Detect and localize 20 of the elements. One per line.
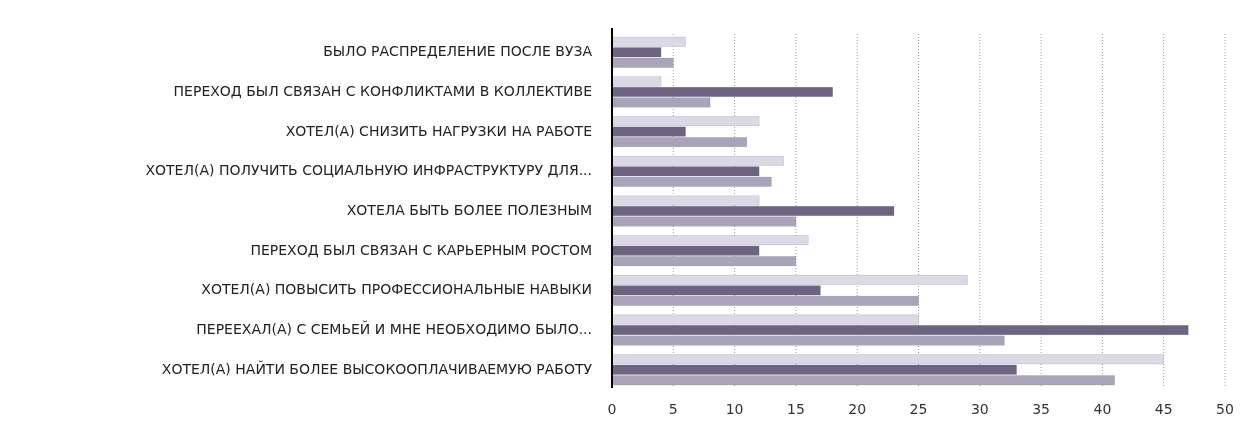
y-tick-label: ХОТЕЛ(А) ПОЛУЧИТЬ СОЦИАЛЬНУЮ ИНФРАСТРУКТУРУ ДЛЯ... [145,162,592,179]
x-tick-label: 50 [1216,401,1234,417]
x-tick-label: 20 [848,401,867,417]
y-tick-label: ПЕРЕХОД БЫЛ СВЯЗАН С КАРЬЕРНЫМ РОСТОМ [250,241,592,258]
y-tick-label: ХОТЕЛ(А) НАЙТИ БОЛЕЕ ВЫСОКООПЛАЧИВАЕМУЮ РАБОТУ [161,359,593,377]
x-tick-label: 10 [725,401,744,417]
y-tick-label: ХОТЕЛА БЫТЬ БОЛЕЕ ПОЛЕЗНЫМ [346,202,592,218]
x-tick-label: 35 [1032,401,1051,417]
y-tick-label: БЫЛО РАСПРЕДЕЛЕНИЕ ПОСЛЕ ВУЗА [323,43,593,60]
x-tick-label: 5 [668,401,678,417]
x-tick-label: 30 [970,401,989,417]
x-tick-label: 15 [786,401,805,417]
x-tick-label: 40 [1093,401,1112,417]
x-tick-label: 25 [909,401,928,417]
y-tick-label: ХОТЕЛ(А) СНИЗИТЬ НАГРУЗКИ НА РАБОТЕ [285,122,592,139]
x-tick-label: 45 [1154,401,1173,417]
y-tick-label: ПЕРЕХОД БЫЛ СВЯЗАН С КОНФЛИКТАМИ В КОЛЛЕКТИВЕ [173,82,592,99]
y-tick-label: ПЕРЕЕХАЛ(А) С СЕМЬЕЙ И МНЕ НЕОБХОДИМО БЫЛО... [196,320,592,338]
y-tick-label: ХОТЕЛ(А) ПОВЫСИТЬ ПРОФЕССИОНАЛЬНЫЕ НАВЫКИ [201,281,592,298]
x-tick-label: 0 [607,401,617,417]
